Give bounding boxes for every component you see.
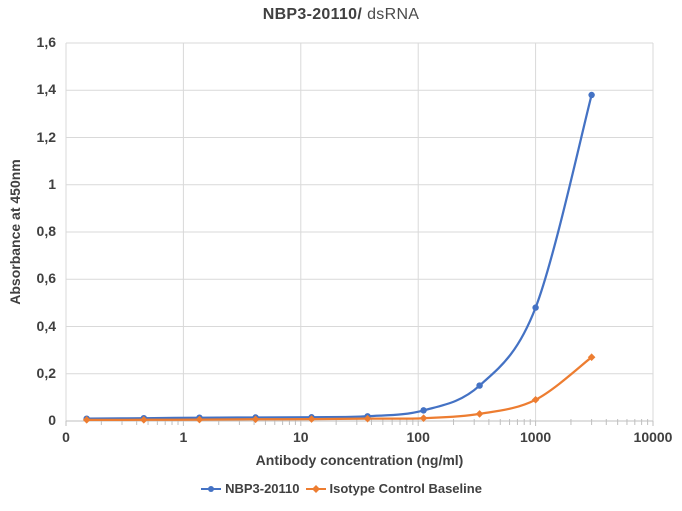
data-point-marker — [82, 416, 91, 424]
chart-title-sub: dsRNA — [367, 6, 420, 23]
x-axis-title: Antibody concentration (ng/ml) — [255, 452, 464, 468]
y-tick-label: 0,2 — [36, 364, 56, 381]
data-point-marker — [363, 414, 372, 423]
y-tick-label: 1 — [48, 175, 56, 192]
y-tick-label: 1,2 — [36, 128, 56, 145]
x-tick-label: 10 — [293, 429, 309, 445]
data-point-marker — [307, 415, 316, 423]
chart-title: NBP3-20110/dsRNA — [0, 6, 682, 24]
data-point-marker — [475, 410, 484, 418]
x-tick-label: 1 — [179, 429, 188, 445]
legend-marker-line-icon — [201, 485, 222, 492]
legend-label-series1: NBP3-20110 — [225, 481, 300, 496]
data-point-marker — [140, 416, 148, 424]
x-tick-label: 10000 — [633, 429, 673, 445]
data-point-marker — [420, 407, 427, 414]
legend-marker-line-icon — [305, 484, 326, 493]
data-point-marker — [588, 91, 595, 99]
x-tick-label: 0 — [62, 429, 70, 445]
series-line — [85, 93, 593, 420]
data-point-marker — [419, 414, 428, 422]
y-tick-label: 0 — [48, 412, 56, 428]
y-tick-label: 0,8 — [36, 223, 56, 239]
x-tick-label: 1000 — [520, 429, 552, 445]
data-point-marker — [251, 415, 260, 424]
legend-item-series1: NBP3-20110 — [200, 481, 300, 496]
data-point-marker — [587, 353, 596, 362]
data-point-marker — [531, 395, 540, 404]
legend-item-series2: Isotype Control Baseline — [305, 481, 482, 496]
legend-label-series2: Isotype Control Baseline — [329, 481, 482, 496]
y-tick-label: 1,6 — [36, 34, 56, 50]
series-line — [85, 356, 593, 421]
legend: NBP3-20110 Isotype Control Baseline — [0, 481, 682, 496]
data-point-marker — [532, 304, 539, 311]
y-tick-label: 0,4 — [36, 317, 56, 334]
data-point-marker — [476, 382, 483, 389]
chart-title-main: NBP3-20110/ — [262, 6, 363, 23]
y-tick-label: 1,4 — [36, 81, 56, 98]
data-point-marker — [195, 415, 204, 424]
y-tick-label: 0,6 — [36, 270, 56, 287]
x-tick-label: 100 — [406, 429, 430, 445]
